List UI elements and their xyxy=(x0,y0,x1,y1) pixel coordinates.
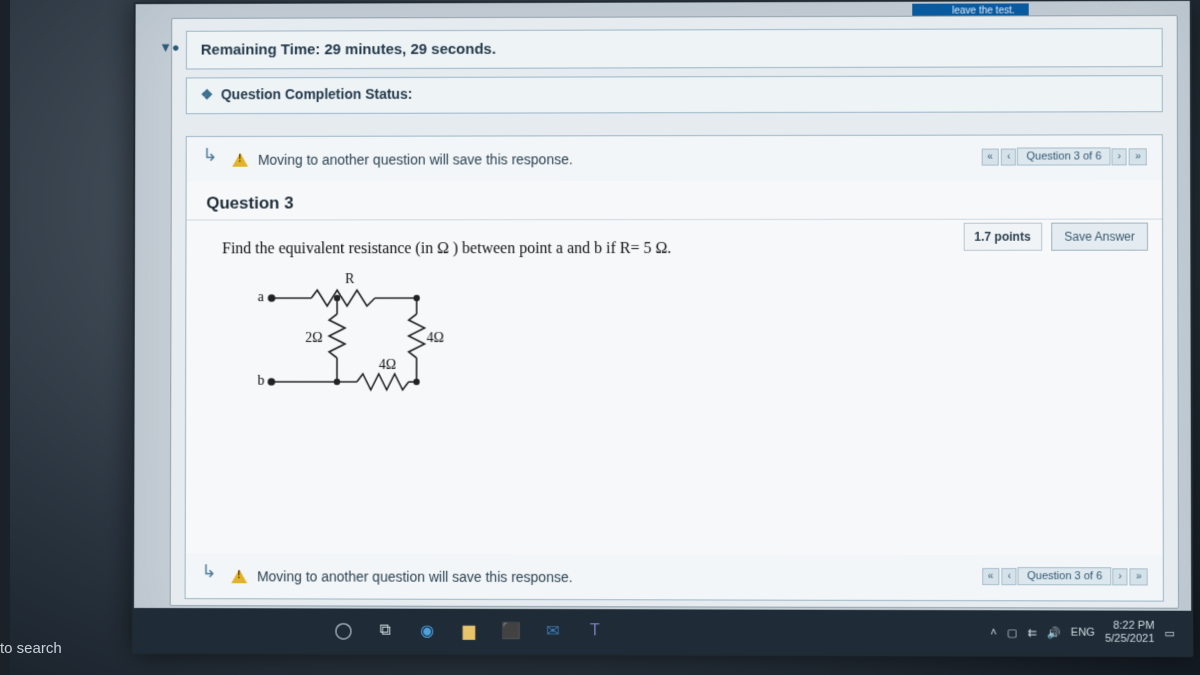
file-explorer-icon[interactable]: ▆ xyxy=(454,616,484,646)
teams-icon[interactable]: T xyxy=(580,616,610,646)
nav-first-button[interactable]: « xyxy=(982,568,1000,585)
question-block: Question 3 1.7 points Save Answer Find t… xyxy=(185,180,1164,555)
monitor-screen: leave the test. ▼● Remaining Time: 29 mi… xyxy=(132,0,1193,657)
volume-icon[interactable]: 🔊 xyxy=(1047,626,1061,639)
timer-value: 29 minutes, 29 seconds. xyxy=(324,41,496,58)
circuit-diagram: a R 2Ω 4Ω 4Ω b xyxy=(257,276,516,406)
mail-icon[interactable]: ✉ xyxy=(538,616,568,646)
tray-chevron-icon[interactable]: ˄ xyxy=(990,626,997,638)
remaining-time-bar: ▼● Remaining Time: 29 minutes, 29 second… xyxy=(186,28,1163,69)
clock[interactable]: 8:22 PM 5/25/2021 xyxy=(1105,620,1154,646)
question-nav-top: «‹Question 3 of 6›» xyxy=(980,147,1148,165)
warning-icon xyxy=(232,153,248,167)
wifi-icon[interactable]: ⇇ xyxy=(1028,626,1037,639)
nav-next-button[interactable]: › xyxy=(1112,148,1127,165)
moving-notice-top: ↳ Moving to another question will save t… xyxy=(186,134,1163,182)
completion-toggle-icon[interactable]: ❖ xyxy=(201,86,211,102)
store-icon[interactable]: ⬛ xyxy=(496,616,526,646)
moving-notice-bottom: ↳ Moving to another question will save t… xyxy=(185,553,1164,601)
circuit-svg xyxy=(257,276,516,406)
moving-notice-text-bottom: Moving to another question will save thi… xyxy=(257,568,573,585)
nav-prev-button[interactable]: ‹ xyxy=(1001,149,1016,166)
system-tray[interactable]: ˄ ▢ ⇇ 🔊 ENG 8:22 PM 5/25/2021 ▭ xyxy=(990,620,1175,646)
language-indicator[interactable]: ENG xyxy=(1071,627,1095,639)
notice-arrow-icon: ↳ xyxy=(201,561,216,582)
nav-position-label: Question 3 of 6 xyxy=(1018,567,1111,585)
edge-icon[interactable]: ◉ xyxy=(412,616,442,646)
nav-last-button[interactable]: » xyxy=(1130,568,1148,585)
save-answer-button[interactable]: Save Answer xyxy=(1051,223,1148,251)
clock-date: 5/25/2021 xyxy=(1105,633,1154,646)
warning-icon xyxy=(231,569,247,583)
notification-icon[interactable]: ▭ xyxy=(1165,626,1176,639)
nav-next-button[interactable]: › xyxy=(1112,568,1128,585)
question-title: Question 3 xyxy=(206,192,1146,213)
notice-arrow-icon: ↳ xyxy=(202,145,217,166)
clock-time: 8:22 PM xyxy=(1105,620,1154,633)
completion-status-bar[interactable]: ❖ Question Completion Status: xyxy=(186,75,1163,114)
nav-last-button[interactable]: » xyxy=(1129,148,1147,165)
timer-prefix: Remaining Time: xyxy=(201,41,325,58)
nav-first-button[interactable]: « xyxy=(981,149,999,166)
battery-icon[interactable]: ▢ xyxy=(1007,626,1018,639)
question-nav-bottom: «‹Question 3 of 6›» xyxy=(981,567,1149,586)
exam-content-panel: ▼● Remaining Time: 29 minutes, 29 second… xyxy=(170,15,1179,609)
moving-notice-text: Moving to another question will save thi… xyxy=(258,151,573,167)
collapse-icon[interactable]: ▼● xyxy=(159,40,180,55)
completion-label: Question Completion Status: xyxy=(221,86,412,102)
points-badge: 1.7 points xyxy=(963,223,1042,251)
task-view-icon[interactable]: ⧉ xyxy=(370,616,400,646)
cortana-icon[interactable]: ◯ xyxy=(329,615,359,645)
windows-search-label: to search xyxy=(0,640,62,657)
nav-position-label: Question 3 of 6 xyxy=(1017,147,1110,165)
nav-prev-button[interactable]: ‹ xyxy=(1002,568,1017,585)
windows-taskbar[interactable]: ◯ ⧉ ◉ ▆ ⬛ ✉ T ˄ ▢ ⇇ 🔊 ENG 8:22 PM 5/25/2… xyxy=(134,608,1191,655)
